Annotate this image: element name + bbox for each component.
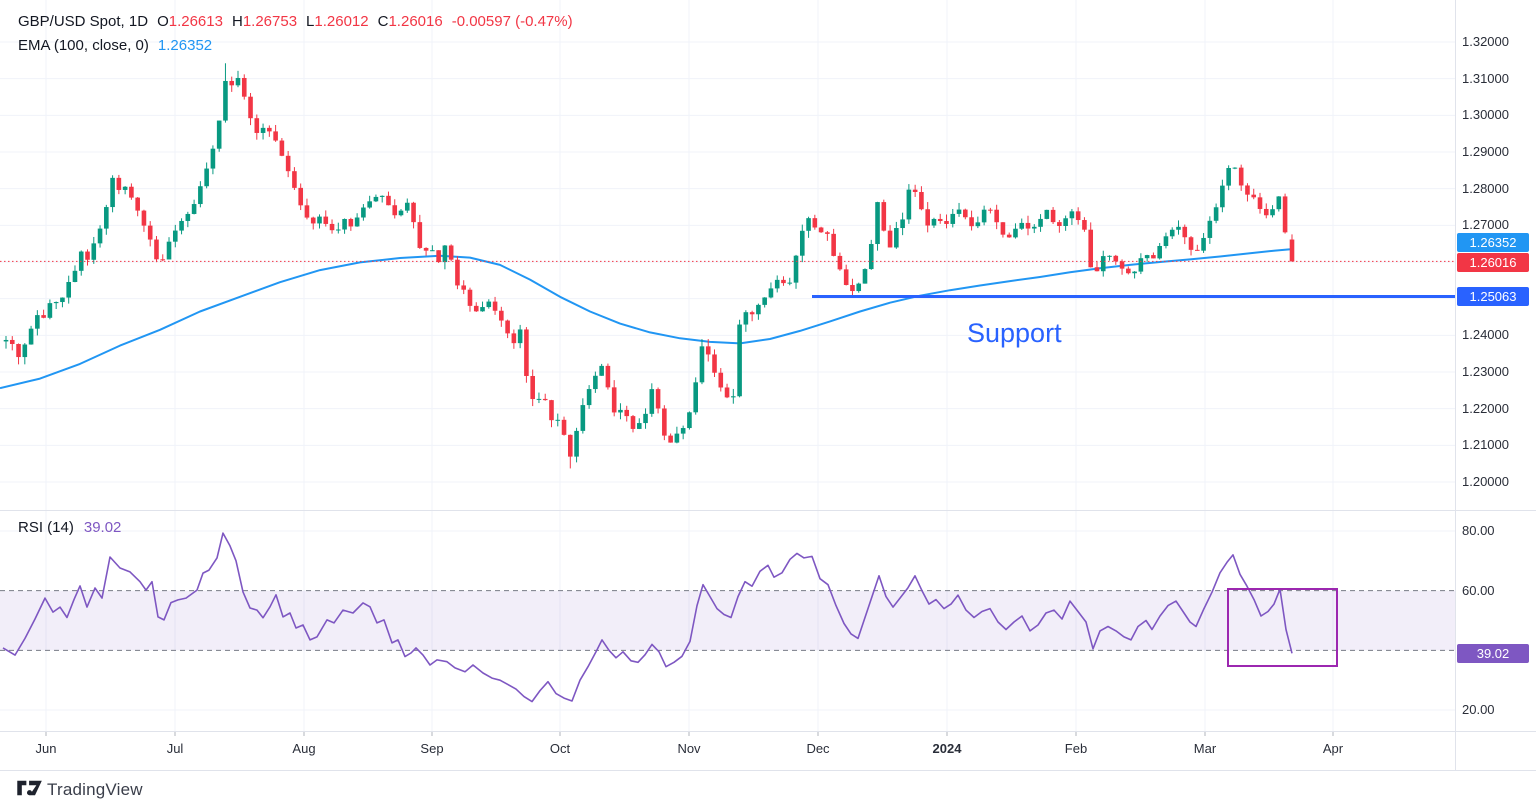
tradingview-brand[interactable]: TradingView	[47, 780, 143, 799]
ema-indicator-label[interactable]: EMA (100, close, 0)	[18, 37, 149, 54]
ohlc-value: 1.26012	[314, 13, 369, 30]
time-axis-label: Feb	[1064, 741, 1088, 756]
ema-legend[interactable]: EMA (100, close, 0) 1.26352	[18, 37, 212, 54]
rsi-box-annotation[interactable]	[1227, 587, 1338, 667]
ohlc-letter: H	[231, 13, 243, 30]
time-axis-label: Dec	[806, 741, 830, 756]
price-axis-label: 1.24000	[1462, 327, 1509, 343]
change-value: -0.00597 (-0.47%)	[451, 13, 573, 30]
support-price-badge: 1.25063	[1457, 287, 1529, 306]
time-axis-label: Aug	[292, 741, 316, 756]
rsi-indicator-label[interactable]: RSI (14)	[18, 519, 74, 536]
price-axis-label: 1.30000	[1462, 107, 1509, 123]
last-price-badge: 1.26016	[1457, 253, 1529, 272]
price-axis-label: 1.23000	[1462, 364, 1509, 379]
price-axis-label: 1.29000	[1462, 144, 1509, 159]
ema-value: 1.26352	[157, 37, 213, 54]
time-axis-label: Jul	[166, 741, 184, 756]
price-axis-label: 1.21000	[1462, 437, 1509, 453]
ohlc-value: 1.26613	[168, 13, 223, 30]
time-axis-label: Nov	[677, 741, 701, 756]
rsi-axis-label: 20.00	[1462, 702, 1495, 717]
rsi-axis-label: 80.00	[1462, 523, 1495, 538]
price-axis-label: 1.20000	[1462, 474, 1509, 489]
price-axis-label: 1.27000	[1462, 217, 1509, 233]
price-axis-label: 1.31000	[1462, 70, 1509, 86]
rsi-legend[interactable]: RSI (14) 39.02	[18, 519, 121, 536]
time-axis-label: 2024	[932, 741, 962, 756]
price-axis-label: 1.32000	[1462, 34, 1509, 49]
ema-price-badge: 1.26352	[1457, 233, 1529, 252]
tradingview-logo-icon[interactable]	[16, 778, 44, 798]
support-text-annotation[interactable]: Support	[967, 318, 1062, 348]
symbol-title[interactable]: GBP/USD Spot, 1D	[18, 13, 149, 30]
rsi-value: 39.02	[83, 519, 122, 536]
time-axis-label: Apr	[1322, 741, 1344, 756]
ohlc-value: 1.26753	[242, 13, 298, 30]
ohlc-value: 1.26016	[388, 13, 443, 30]
time-axis-label: Sep	[420, 741, 444, 756]
rsi-axis-label: 60.00	[1462, 582, 1495, 598]
time-axis-label: Oct	[549, 741, 571, 756]
symbol-legend[interactable]: GBP/USD Spot, 1D O1.26613 H1.26753 L1.26012…	[18, 13, 573, 30]
ohlc-values: O1.26613 H1.26753 L1.26012 C1.26016	[148, 13, 443, 30]
rsi-value-badge: 39.02	[1457, 644, 1529, 663]
ohlc-letter: O	[157, 13, 169, 30]
price-axis-label: 1.22000	[1462, 400, 1509, 416]
time-axis-label: Jun	[35, 741, 57, 756]
ohlc-letter: L	[306, 13, 315, 30]
ohlc-letter: C	[377, 13, 389, 30]
price-axis-label: 1.28000	[1462, 180, 1509, 196]
support-line-annotation[interactable]	[812, 294, 1455, 298]
time-axis-label: Mar	[1193, 741, 1217, 756]
